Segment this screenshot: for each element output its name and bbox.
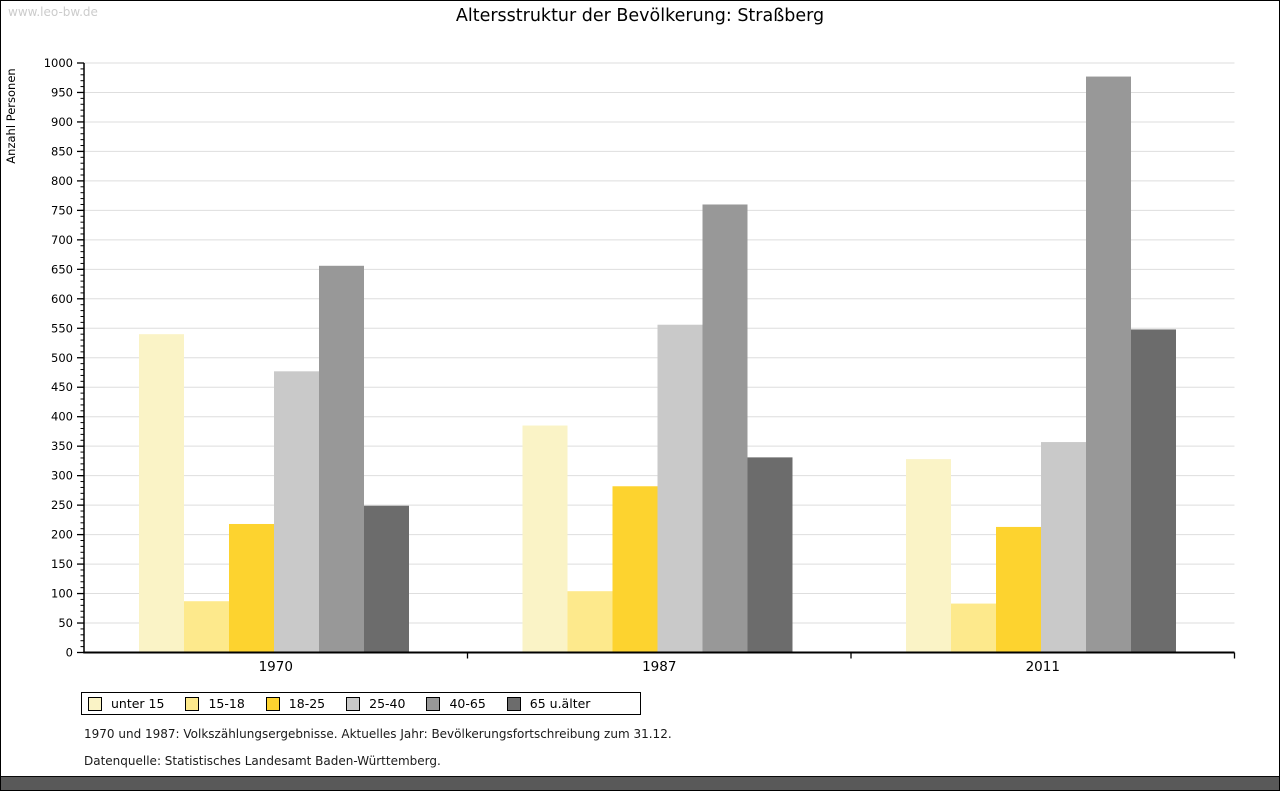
y-tick-label: 300 (51, 469, 73, 483)
bar-65-u-lter-2011 (1131, 329, 1176, 653)
y-tick-label: 50 (58, 616, 73, 630)
legend-swatch-icon (506, 696, 521, 711)
bar-25-40-1970 (274, 371, 319, 653)
legend-item-25-40: 25-40 (346, 696, 405, 711)
bar-unter-15-1987 (522, 425, 568, 653)
x-axis-label-2011: 2011 (1026, 659, 1060, 675)
bar-25-40-2011 (1041, 442, 1086, 653)
y-tick-label: 350 (51, 439, 73, 453)
y-tick-label: 650 (51, 262, 73, 276)
bar-40-65-2011 (1086, 76, 1131, 653)
y-tick-label: 450 (51, 380, 73, 394)
legend: unter 15 15-18 18-25 25-40 40-65 65 u.älter (81, 692, 641, 715)
legend-swatch-icon (265, 696, 280, 711)
bar-unter-15-2011 (906, 459, 951, 653)
bar-40-65-1970 (319, 265, 364, 653)
bar-18-25-2011 (996, 526, 1041, 653)
bar-15-18-2011 (951, 603, 996, 653)
bar-18-25-1970 (229, 523, 274, 653)
legend-item-15-18: 15-18 (185, 696, 245, 711)
y-tick-label: 1000 (44, 56, 73, 70)
x-axis-label-1970: 1970 (259, 659, 293, 675)
y-axis-title: Anzahl Personen (4, 68, 18, 163)
legend-item-18-25: 18-25 (265, 696, 326, 711)
legend-item-40-65: 40-65 (426, 696, 486, 711)
legend-swatch-icon (88, 696, 102, 711)
y-tick-label: 150 (51, 557, 73, 571)
legend-item-unter-15: unter 15 (88, 696, 164, 711)
y-tick-label: 950 (51, 85, 73, 99)
bar-15-18-1970 (184, 601, 229, 653)
legend-item-65-u-lter: 65 u.älter (506, 696, 591, 711)
y-tick-label: 400 (51, 410, 73, 424)
y-tick-label: 700 (51, 233, 73, 247)
x-axis-label-1987: 1987 (642, 659, 676, 675)
y-tick-label: 750 (51, 203, 73, 217)
legend-label: 18-25 (288, 696, 326, 711)
legend-label: 25-40 (369, 696, 406, 711)
legend-swatch-icon (346, 696, 361, 711)
y-tick-label: 100 (51, 587, 73, 601)
y-tick-label: 200 (51, 528, 73, 542)
y-tick-label: 800 (51, 174, 73, 188)
bar-18-25-1987 (612, 486, 658, 653)
legend-label: 40-65 (449, 696, 486, 711)
y-tick-label: 550 (51, 321, 73, 335)
bottom-bar (1, 776, 1279, 790)
bar-65-u-lter-1987 (747, 457, 793, 653)
y-tick-label: 900 (51, 115, 73, 129)
footnote-source: Datenquelle: Statistisches Landesamt Bad… (84, 754, 441, 768)
age-structure-chart: 1970 1987 2011 0 50 100 150 200 250 300 350 400 450 5… (4, 56, 1236, 675)
bar-65-u-lter-1970 (364, 505, 409, 653)
y-tick-label: 600 (51, 292, 73, 306)
bar-40-65-1987 (702, 204, 748, 653)
footnote-census: 1970 und 1987: Volkszählungsergebnisse. … (84, 727, 672, 741)
y-tick-label: 250 (51, 498, 73, 512)
watermark: www.leo-bw.de (8, 5, 98, 19)
bar-25-40-1987 (657, 324, 703, 653)
legend-label: unter 15 (111, 696, 165, 711)
y-tick-label: 0 (66, 646, 73, 660)
y-tick-label: 850 (51, 144, 73, 158)
legend-swatch-icon (426, 696, 441, 711)
legend-label: 15-18 (208, 696, 245, 711)
y-tick-label: 500 (51, 351, 73, 365)
chart-title: Altersstruktur der Bevölkerung: Straßber… (455, 6, 825, 26)
legend-label: 65 u.älter (529, 696, 591, 711)
legend-swatch-icon (185, 696, 200, 711)
bar-unter-15-1970 (139, 334, 184, 653)
bar-15-18-1987 (567, 591, 613, 653)
